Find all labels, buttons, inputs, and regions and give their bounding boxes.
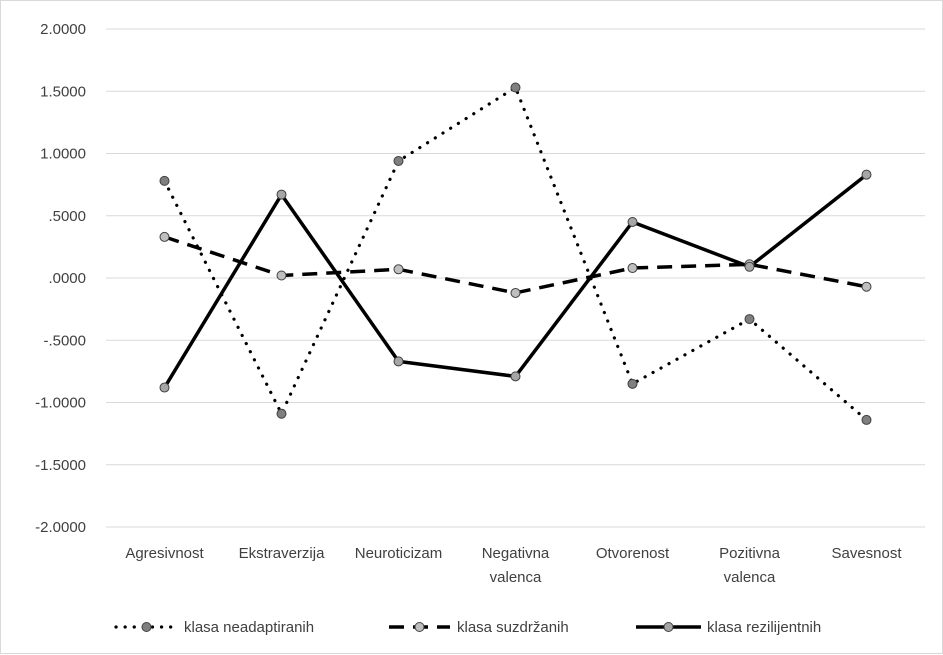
legend-marker [663, 622, 674, 632]
series-point [510, 82, 521, 93]
y-tick-label: -1.5000 [35, 457, 86, 474]
series-point [510, 287, 521, 298]
series-point [627, 378, 638, 389]
y-tick-label: .5000 [48, 208, 86, 225]
series-point [861, 281, 872, 292]
series-point [393, 356, 404, 367]
series-point [861, 414, 872, 425]
legend-label: klasa suzdržanih [457, 619, 569, 636]
series-point [276, 189, 287, 200]
x-tick-label: Pozitivna [719, 545, 781, 562]
x-tick-label: Ekstraverzija [239, 545, 326, 562]
x-tick-label: valenca [724, 569, 776, 586]
legend-label: klasa neadaptiranih [184, 619, 314, 636]
y-tick-label: .0000 [48, 270, 86, 287]
series-point [627, 263, 638, 274]
legend-marker [414, 622, 425, 632]
series-point [276, 270, 287, 281]
y-tick-label: -2.0000 [35, 519, 86, 536]
y-tick-label: 1.0000 [40, 146, 86, 163]
x-tick-label: Agresivnost [125, 545, 204, 562]
x-tick-label: valenca [490, 569, 542, 586]
series-line [163, 173, 868, 389]
series-point [276, 408, 287, 419]
y-tick-label: -.5000 [43, 332, 86, 349]
y-tick-label: -1.0000 [35, 395, 86, 412]
series-point [627, 216, 638, 227]
series-point [159, 175, 170, 186]
series-point [744, 261, 755, 272]
y-tick-label: 2.0000 [40, 21, 86, 38]
series-line [163, 235, 867, 295]
y-axis-ticks: 2.0000 1.5000 1.0000 .5000 .0000 -.5000 -1.000… [35, 21, 86, 536]
series-line [162, 85, 869, 422]
series-point [510, 371, 521, 382]
series-point [861, 169, 872, 180]
x-tick-label: Negativna [482, 545, 550, 562]
x-tick-label: Neuroticizam [355, 545, 443, 562]
legend-marker [141, 622, 152, 632]
legend: klasa neadaptiranih klasa suzdržanih klasa… [114, 619, 821, 636]
legend-label: klasa rezilijentnih [707, 619, 821, 636]
series-point [393, 264, 404, 275]
x-axis-ticks: Agresivnost Ekstraverzija Neuroticizam Nega… [125, 545, 902, 586]
series-point [159, 231, 170, 242]
x-tick-label: Otvorenost [596, 545, 670, 562]
series-point [393, 155, 404, 166]
y-tick-label: 1.5000 [40, 83, 86, 100]
x-tick-label: Savesnost [831, 545, 902, 562]
series-point [744, 314, 755, 325]
series-point [159, 382, 170, 393]
gridlines [106, 28, 925, 528]
series-group [159, 82, 872, 425]
